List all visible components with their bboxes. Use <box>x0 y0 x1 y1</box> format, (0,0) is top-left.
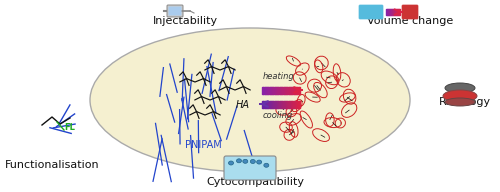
Text: Volume change: Volume change <box>367 16 453 26</box>
Ellipse shape <box>236 159 242 163</box>
Text: heating: heating <box>263 72 295 81</box>
Text: Injectability: Injectability <box>152 16 218 26</box>
FancyBboxPatch shape <box>168 7 181 16</box>
Text: Rheology: Rheology <box>439 97 491 107</box>
Ellipse shape <box>243 159 248 163</box>
Text: FL: FL <box>64 123 75 132</box>
Ellipse shape <box>256 160 262 164</box>
Ellipse shape <box>445 98 475 106</box>
FancyBboxPatch shape <box>224 156 276 180</box>
Text: PNIPAM: PNIPAM <box>185 140 222 150</box>
Ellipse shape <box>250 160 256 164</box>
Ellipse shape <box>445 83 475 93</box>
FancyBboxPatch shape <box>359 5 383 19</box>
Ellipse shape <box>443 90 477 102</box>
Text: Functionalisation: Functionalisation <box>4 160 100 170</box>
FancyBboxPatch shape <box>402 5 418 19</box>
Ellipse shape <box>264 163 269 167</box>
Ellipse shape <box>90 28 410 172</box>
Text: Cytocompatibility: Cytocompatibility <box>206 177 304 187</box>
FancyBboxPatch shape <box>167 5 183 17</box>
Ellipse shape <box>228 161 234 165</box>
Text: HA: HA <box>236 100 250 110</box>
Text: cooling: cooling <box>263 111 293 120</box>
